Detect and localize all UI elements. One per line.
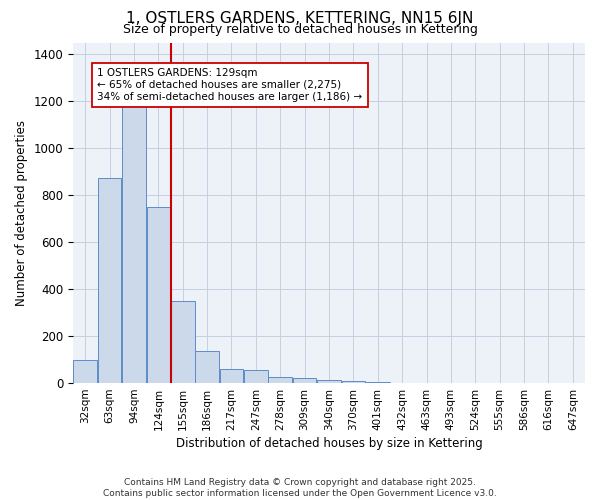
Text: Size of property relative to detached houses in Kettering: Size of property relative to detached ho… <box>122 22 478 36</box>
Bar <box>98 178 121 383</box>
Bar <box>268 377 292 383</box>
Bar <box>122 76 146 383</box>
Bar <box>220 369 244 383</box>
Bar <box>73 360 97 383</box>
Bar <box>366 382 389 383</box>
X-axis label: Distribution of detached houses by size in Kettering: Distribution of detached houses by size … <box>176 437 482 450</box>
Bar <box>317 380 341 383</box>
Text: 1 OSTLERS GARDENS: 129sqm
← 65% of detached houses are smaller (2,275)
34% of se: 1 OSTLERS GARDENS: 129sqm ← 65% of detac… <box>97 68 362 102</box>
Text: 1, OSTLERS GARDENS, KETTERING, NN15 6JN: 1, OSTLERS GARDENS, KETTERING, NN15 6JN <box>127 11 473 26</box>
Bar <box>293 378 316 383</box>
Y-axis label: Number of detached properties: Number of detached properties <box>15 120 28 306</box>
Bar <box>244 370 268 383</box>
Bar <box>195 352 219 383</box>
Bar <box>171 301 194 383</box>
Text: Contains HM Land Registry data © Crown copyright and database right 2025.
Contai: Contains HM Land Registry data © Crown c… <box>103 478 497 498</box>
Bar <box>146 207 170 383</box>
Bar <box>341 380 365 383</box>
